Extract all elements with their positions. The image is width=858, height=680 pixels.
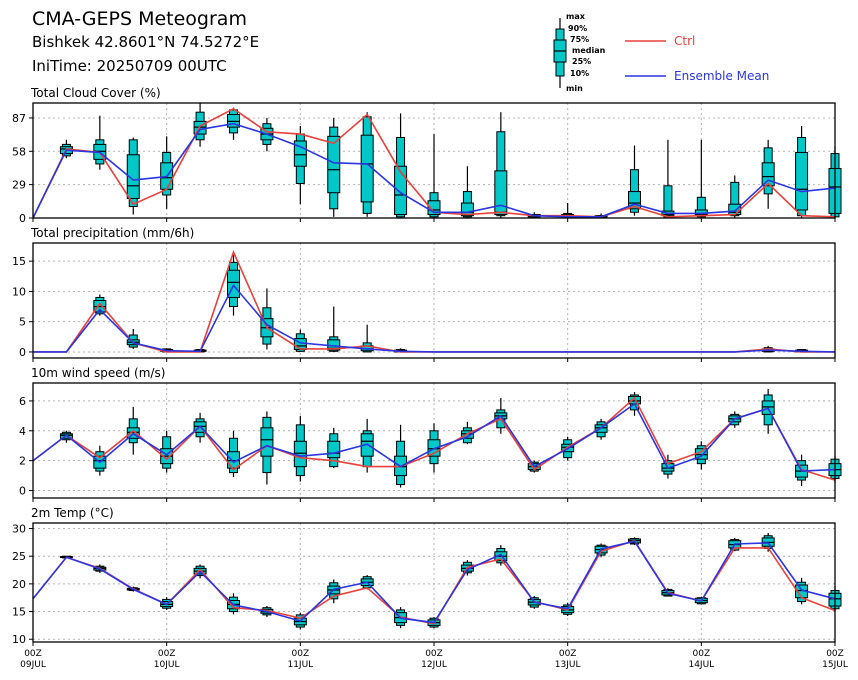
legend-box-glyph xyxy=(553,18,567,88)
box-p25-p75 xyxy=(761,162,775,187)
y-tick-label: 29 xyxy=(12,179,26,192)
ensemble-box xyxy=(293,126,307,205)
y-tick-label: 0 xyxy=(19,346,26,359)
x-tick-label-time: 00Z xyxy=(292,649,310,659)
panel-2: Total precipitation (mm/6h) 0 5 10 15 xyxy=(12,226,836,362)
x-tick-label-date: 13JUL xyxy=(555,660,581,670)
x-tick-label-date: 15JUL xyxy=(822,660,848,670)
box-p25-p75 xyxy=(394,165,408,216)
y-tick-label: 15 xyxy=(12,606,26,619)
box-p10-p90 xyxy=(730,181,740,217)
init-time-label: IniTime: 20250709 00UTC xyxy=(32,57,227,75)
panel-3: 10m wind speed (m/s) 0 2 4 6 xyxy=(19,366,842,502)
y-tick-label: 10 xyxy=(12,633,26,646)
y-tick-label: 2 xyxy=(19,455,26,468)
ensemble-box xyxy=(394,424,408,488)
y-tick-label: 10 xyxy=(12,285,26,298)
ensemble-box xyxy=(193,103,207,147)
box-p25-p75 xyxy=(293,440,307,468)
y-tick-label: 0 xyxy=(19,485,26,498)
ensemble-box xyxy=(761,139,775,209)
panel-frame xyxy=(32,242,836,359)
x-tick-label-time: 00Z xyxy=(158,649,176,659)
legend-box-label: 25% xyxy=(572,57,591,66)
box-p25-p75 xyxy=(360,134,374,203)
x-tick-label-time: 00Z xyxy=(24,649,42,659)
ensemble-box xyxy=(494,112,508,218)
box-p25-p75 xyxy=(795,151,809,211)
panel-title: 2m Temp (°C) xyxy=(31,506,114,520)
x-tick-label-time: 00Z xyxy=(826,649,844,659)
ensemble-box xyxy=(327,117,341,217)
ensemble-box xyxy=(93,115,107,170)
ensemble-box xyxy=(93,445,107,476)
ensemble-box xyxy=(460,166,474,218)
ensemble-box xyxy=(160,136,174,209)
box-p25-p75 xyxy=(728,203,742,216)
y-tick-label: 25 xyxy=(12,550,26,563)
legend-box-label: 90% xyxy=(568,24,587,33)
panel-frame xyxy=(32,102,836,219)
ensemble-box xyxy=(594,418,608,440)
ensemble-box xyxy=(59,430,73,443)
ensemble-mean-line xyxy=(32,540,836,624)
legend-box-label: 10% xyxy=(570,69,589,78)
box-p25-p75 xyxy=(327,440,341,459)
legend-box-label: 75% xyxy=(570,35,589,44)
box-p10-p90 xyxy=(696,196,706,218)
y-tick-label: 4 xyxy=(19,425,26,438)
ensemble-box xyxy=(427,134,441,218)
ensemble-mean-line xyxy=(32,402,836,472)
y-tick-label: 5 xyxy=(19,316,26,329)
box-p25-p75 xyxy=(126,154,140,199)
meteogram-title: CMA-GEPS Meteogram xyxy=(32,8,247,30)
x-tick-label-date: 14JUL xyxy=(688,660,714,670)
box-p10-p90 xyxy=(630,169,639,213)
y-tick-label: 0 xyxy=(19,212,26,225)
y-tick-label: 87 xyxy=(12,112,26,125)
box-p25-p75 xyxy=(260,427,274,457)
box-p25-p75 xyxy=(327,135,341,194)
legend-ctrl-label: Ctrl xyxy=(674,34,695,48)
panel-title: 10m wind speed (m/s) xyxy=(31,366,165,380)
legend-box-label: max xyxy=(566,12,586,21)
box-p25-p75 xyxy=(494,170,508,216)
location-label: Bishkek 42.8601°N 74.5272°E xyxy=(32,33,260,51)
y-tick-label: 6 xyxy=(19,395,26,408)
ensemble-box xyxy=(293,415,307,482)
ensemble-box xyxy=(126,137,140,215)
ensemble-box xyxy=(795,126,809,218)
legend-box-label: min xyxy=(566,84,583,93)
y-tick-label: 30 xyxy=(12,523,26,536)
legend-mean-label: Ensemble Mean xyxy=(674,69,769,83)
ctrl-series-line xyxy=(33,249,835,353)
legend-box-label: median xyxy=(572,46,606,55)
panel-1: Total Cloud Cover (%) 0 29 58 87 xyxy=(12,86,842,225)
x-tick-label-date: 10JUL xyxy=(154,660,180,670)
panel-title: Total precipitation (mm/6h) xyxy=(30,226,194,240)
ensemble-mean-line xyxy=(33,283,836,353)
y-tick-label: 58 xyxy=(12,145,26,158)
x-tick-label-time: 00Z xyxy=(559,649,577,659)
panel-frame xyxy=(32,382,836,499)
x-tick-label-time: 00Z xyxy=(693,649,711,659)
panel-title: Total Cloud Cover (%) xyxy=(30,86,161,100)
x-tick-label-time: 00Z xyxy=(425,649,443,659)
x-tick-label-date: 09JUL xyxy=(20,660,46,670)
ensemble-box xyxy=(761,388,775,434)
ensemble-mean-line xyxy=(32,122,836,219)
x-tick-label-date: 11JUL xyxy=(287,660,313,670)
ensemble-box xyxy=(193,412,207,443)
ensemble-box xyxy=(93,294,107,316)
y-tick-label: 15 xyxy=(12,255,26,268)
x-tick-label-date: 12JUL xyxy=(421,660,447,670)
ensemble-box xyxy=(694,139,708,218)
ctrl-series-line xyxy=(32,396,836,481)
panel-4: 2m Temp (°C) 10 15 20 25 30 xyxy=(12,506,842,646)
panel-frame xyxy=(32,522,836,643)
y-tick-label: 20 xyxy=(12,578,26,591)
